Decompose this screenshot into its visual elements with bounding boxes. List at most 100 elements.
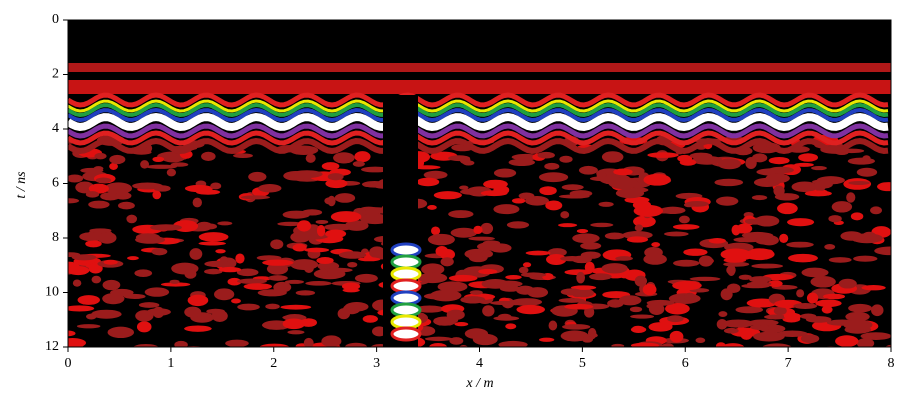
texture-blob [831, 201, 853, 213]
texture-blob [262, 259, 294, 266]
texture-blob [525, 196, 549, 206]
texture-blob [630, 342, 660, 347]
texture-blob [843, 319, 873, 331]
texture-blob [135, 233, 161, 242]
texture-blob [240, 195, 271, 200]
texture-blob [235, 253, 245, 264]
texture-blob [806, 292, 819, 304]
texture-blob [459, 185, 469, 190]
texture-hyperbola [390, 242, 422, 258]
texture-blob [88, 200, 110, 209]
texture-blob [435, 246, 449, 257]
texture-blob [856, 167, 878, 177]
texture-blob [76, 324, 101, 329]
texture-blob [103, 259, 118, 265]
texture-blob [643, 253, 667, 265]
texture-blob [601, 151, 624, 163]
texture-blob [418, 272, 448, 284]
y-tick-label: 6 [52, 176, 59, 191]
texture-blob [717, 158, 742, 170]
texture-blob [722, 319, 754, 328]
texture-blob [767, 280, 783, 288]
texture-blob [80, 167, 104, 174]
texture-blob [459, 345, 468, 347]
y-tick-label: 4 [52, 121, 59, 136]
texture-blob [810, 275, 836, 288]
texture-blob [580, 242, 602, 250]
texture-blob [525, 250, 551, 256]
texture-blob [862, 155, 871, 163]
texture-blob [708, 238, 726, 244]
texture-blob [184, 325, 212, 332]
texture-blob [715, 342, 727, 347]
texture-blob [438, 284, 460, 289]
texture-blob [511, 153, 540, 161]
texture-blob [753, 331, 785, 342]
texture-blob [861, 231, 877, 243]
texture-blob [648, 322, 673, 332]
texture-blob [735, 306, 764, 314]
texture-blob [369, 246, 386, 259]
texture-blob [751, 195, 768, 201]
texture-blob [321, 162, 340, 171]
texture-blob [424, 336, 453, 342]
x-tick-label: 7 [785, 356, 792, 371]
texture-blob [95, 177, 112, 184]
texture-blob [196, 189, 221, 195]
texture-blob [88, 183, 109, 194]
texture-blob [715, 196, 739, 206]
texture-blob [481, 279, 510, 289]
texture-blob [718, 311, 728, 317]
texture-blob [647, 152, 679, 158]
texture-blob [184, 306, 202, 318]
radargram-image [68, 63, 891, 347]
texture-blob [589, 333, 598, 338]
texture-blob [665, 303, 690, 315]
texture-blob [184, 269, 197, 279]
texture-blob [518, 266, 529, 274]
texture-blob [248, 171, 267, 182]
texture-blob [354, 273, 378, 283]
texture-blob [480, 222, 494, 235]
texture-blob [268, 275, 288, 281]
texture-blob [601, 263, 628, 274]
texture-blob [321, 335, 342, 347]
texture-blob [360, 166, 390, 173]
texture-blob [815, 299, 842, 308]
texture-blob [788, 253, 818, 263]
texture-blob [480, 250, 493, 258]
texture-blob [68, 305, 95, 312]
texture-blob [754, 215, 780, 227]
texture-blob [192, 197, 202, 208]
texture-blob [109, 154, 126, 165]
texture-blob [572, 233, 600, 244]
texture-blob [576, 229, 589, 234]
texture-blob [615, 256, 633, 261]
texture-blob [698, 255, 714, 267]
texture-blob [821, 305, 833, 314]
texture-blob [477, 242, 501, 251]
texture-blob [352, 160, 365, 167]
texture-blob [564, 269, 593, 276]
texture-wave [68, 99, 889, 113]
texture-blob [79, 232, 100, 241]
texture-blob [589, 273, 612, 281]
texture-wave [68, 102, 889, 118]
texture-blob [548, 320, 558, 331]
texture-blob [174, 340, 188, 347]
texture-blob [258, 184, 282, 193]
texture-blob [560, 330, 589, 342]
texture-blob [460, 296, 486, 304]
texture-blob [68, 338, 87, 347]
texture-wave [68, 107, 889, 123]
texture-blob [763, 314, 787, 320]
texture-blob [561, 184, 584, 191]
texture-blob [726, 265, 736, 275]
texture-blob [581, 336, 594, 343]
texture-blob [213, 288, 235, 301]
texture-blob [493, 204, 520, 215]
y-tick-label: 2 [52, 67, 59, 82]
texture-blob [783, 312, 801, 320]
texture-blob [571, 285, 597, 290]
y-tick-label: 8 [52, 230, 59, 245]
